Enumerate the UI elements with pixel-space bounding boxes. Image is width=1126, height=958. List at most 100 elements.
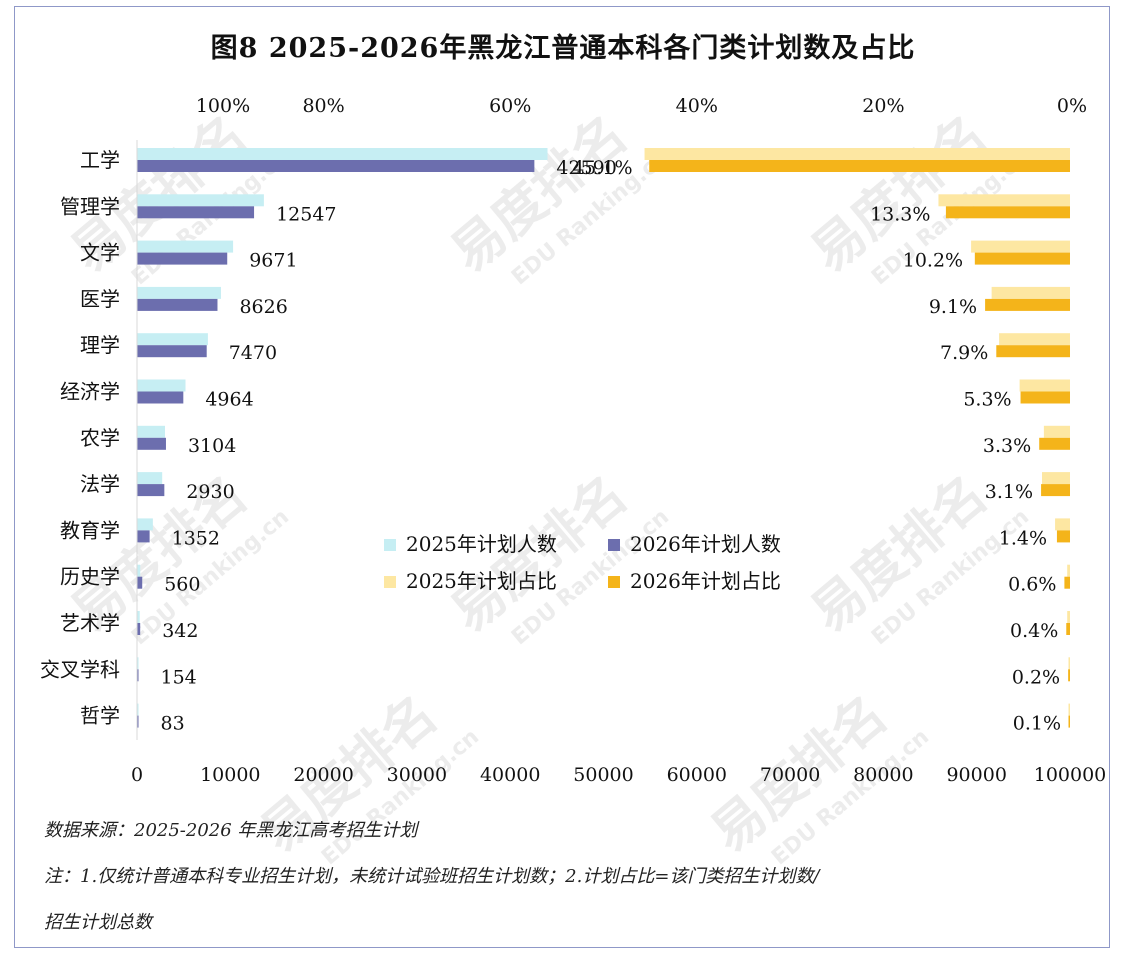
axes-layer: 0 10000 20000 30000 40000 50000 60000 70000 8000… — [131, 95, 1106, 786]
category-label: 农学 — [80, 426, 120, 450]
share-data-label: 9.1% — [929, 296, 977, 318]
count-data-label: 154 — [161, 666, 197, 688]
bar-count-2026 — [137, 623, 141, 635]
bar-count-2026 — [137, 576, 143, 589]
bar-count-2026 — [137, 669, 139, 682]
bar-count-2025 — [137, 240, 234, 253]
bar-count-2025 — [137, 564, 141, 577]
x-top-tick-label: 40% — [676, 95, 718, 117]
category-label: 工学 — [80, 148, 120, 172]
bar-count-2025 — [137, 472, 163, 485]
bar-count-2025 — [137, 657, 139, 670]
x-bottom-tick-label: 80000 — [853, 764, 913, 786]
bar-count-2026 — [137, 391, 184, 404]
data-source-note: 数据来源：2025-2026 年黑龙江高考招生计划 — [44, 820, 418, 841]
bar-share-2025 — [991, 286, 1070, 299]
x-bottom-tick-label: 40000 — [480, 764, 540, 786]
share-data-label: 0.4% — [1010, 620, 1058, 642]
x-bottom-tick-label: 0 — [131, 764, 143, 786]
x-bottom-tick-label: 50000 — [573, 764, 633, 786]
count-data-label: 42590 — [556, 157, 616, 179]
bar-share-2025 — [999, 333, 1070, 346]
bar-share-2026 — [649, 160, 1070, 172]
bar-share-2026 — [1020, 391, 1070, 404]
count-data-label: 560 — [164, 574, 200, 596]
bar-share-2025 — [938, 194, 1070, 207]
x-top-tick-label: 60% — [489, 95, 531, 117]
share-data-label: 45.1% — [572, 157, 632, 179]
share-data-label: 1.4% — [999, 527, 1047, 549]
bar-share-2026 — [945, 206, 1070, 219]
bar-count-2026 — [137, 298, 218, 311]
share-data-label: 0.1% — [1013, 713, 1061, 735]
x-bottom-tick-label: 70000 — [760, 764, 820, 786]
category-label: 法学 — [80, 472, 120, 496]
bar-count-2026 — [137, 715, 139, 728]
legend-label: 2025年计划占比 — [406, 569, 557, 593]
x-top-tick-label: 100% — [196, 95, 250, 117]
legend-swatch — [384, 539, 396, 551]
bar-share-2026 — [1068, 715, 1070, 728]
category-label: 文学 — [80, 241, 120, 265]
bar-count-2026 — [137, 437, 166, 450]
bar-count-2026 — [137, 530, 150, 543]
category-label: 理学 — [80, 333, 120, 357]
x-top-tick-label: 0% — [1057, 95, 1087, 117]
legend: 2025年计划人数 2026年计划人数 2025年计划占比 2026年计划占比 — [384, 532, 781, 593]
bar-count-2025 — [137, 379, 186, 392]
bar-count-2025 — [137, 611, 140, 623]
share-data-label: 3.1% — [985, 481, 1033, 503]
footnote-line-2: 招生计划总数 — [44, 912, 152, 933]
legend-label: 2025年计划人数 — [406, 532, 557, 556]
x-bottom-tick-label: 100000 — [1034, 764, 1107, 786]
chart-title: 图8 2025-2026年黑龙江普通本科各门类计划数及占比 — [210, 33, 916, 64]
count-data-label: 8626 — [239, 296, 287, 318]
share-data-label: 0.2% — [1012, 666, 1060, 688]
share-data-label: 5.3% — [963, 389, 1011, 411]
bar-share-2025 — [1067, 564, 1070, 577]
bar-count-2026 — [137, 345, 207, 358]
bar-count-2025 — [137, 194, 264, 207]
legend-item: 2025年计划占比 — [384, 569, 557, 593]
bar-share-2026 — [1039, 437, 1070, 450]
bar-count-2025 — [137, 286, 221, 299]
legend-item: 2026年计划人数 — [608, 532, 781, 556]
bar-share-2026 — [1064, 576, 1070, 589]
bar-count-2026 — [137, 206, 255, 219]
x-bottom-tick-label: 20000 — [293, 764, 353, 786]
bar-share-2026 — [1041, 484, 1070, 497]
x-top-tick-label: 20% — [862, 95, 904, 117]
bar-share-2025 — [1068, 657, 1070, 670]
bar-share-2025 — [1067, 611, 1070, 623]
bar-count-2026 — [137, 252, 228, 265]
x-bottom-tick-label: 30000 — [387, 764, 447, 786]
bar-share-2026 — [974, 252, 1070, 265]
chart-frame — [14, 6, 1110, 948]
category-label: 医学 — [80, 287, 120, 311]
x-bottom-tick-label: 60000 — [667, 764, 727, 786]
legend-swatch — [608, 539, 620, 551]
share-data-label: 13.3% — [870, 203, 930, 225]
bar-share-2025 — [644, 148, 1070, 160]
category-label: 艺术学 — [60, 611, 120, 635]
bar-share-2025 — [1043, 425, 1070, 438]
count-data-label: 342 — [162, 620, 198, 642]
bar-share-2025 — [1055, 518, 1070, 531]
category-label: 交叉学科 — [40, 657, 120, 681]
share-data-label: 0.6% — [1008, 574, 1056, 596]
share-data-label: 3.3% — [983, 435, 1031, 457]
bar-share-2026 — [985, 298, 1070, 311]
category-label: 历史学 — [60, 565, 120, 589]
count-data-label: 12547 — [276, 203, 336, 225]
x-bottom-tick-label: 90000 — [946, 764, 1006, 786]
bar-count-2025 — [137, 703, 139, 716]
bar-share-2025 — [971, 240, 1070, 253]
bar-count-2025 — [137, 518, 153, 531]
x-top-tick-label: 80% — [302, 95, 344, 117]
bar-count-2025 — [137, 425, 165, 438]
count-data-label: 2930 — [186, 481, 234, 503]
